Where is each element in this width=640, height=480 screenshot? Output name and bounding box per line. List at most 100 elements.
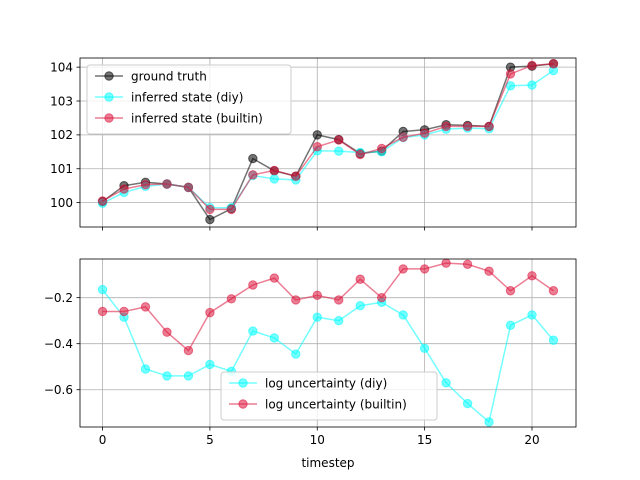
y-tick-label: 102 [50,128,73,142]
data-point [527,60,537,71]
x-tick-label: 10 [310,433,325,447]
series-line [102,63,554,211]
legend-label: ground truth [131,69,207,83]
x-tick-label: 15 [417,433,432,447]
data-point [355,149,365,160]
legend-marker [104,92,114,102]
series-line [102,262,554,352]
data-point [355,274,365,284]
data-point [226,204,237,215]
data-point [462,398,473,409]
data-point [548,59,559,69]
axes-frame [79,57,577,228]
data-point [398,310,408,320]
data-point [119,306,129,317]
data-point [162,371,172,381]
legend-label: log uncertainty (diy) [265,376,387,390]
data-point [334,295,344,305]
data-point [548,335,559,345]
data-point [97,196,108,206]
y-tick-label: −0.2 [44,291,73,305]
data-point [484,121,494,132]
data-point [334,146,344,156]
legend: log uncertainty (diy) log uncertainty (bu… [220,371,438,421]
series-line [101,289,555,424]
data-point [291,349,301,359]
y-tick-label: 100 [50,196,73,210]
data-point [119,184,129,194]
data-point [269,333,280,343]
data-point [291,171,301,181]
data-point [205,359,215,370]
top-panel: 100 101 102 103 104 ground truth inferred stat… [50,57,577,231]
x-tick-label: 0 [99,433,107,447]
data-point [527,271,537,281]
data-point [527,80,537,90]
data-point [248,280,258,290]
y-tick-label: 101 [50,162,73,176]
data-point [484,266,494,276]
data-point [162,179,172,189]
legend-box [220,371,438,421]
x-axis-label: timestep [301,456,354,470]
data-point [505,69,516,79]
data-point [376,292,387,303]
series-log-uncertainty-diy- [97,284,559,427]
x-tick-label: 20 [524,433,539,447]
data-point [548,286,559,296]
data-point [269,165,280,176]
data-point [376,143,387,154]
data-point [269,174,280,184]
data-point [205,214,215,225]
series-log-uncertainty-builtin- [97,258,559,356]
data-point [441,378,451,388]
data-point [312,130,322,140]
data-point [505,320,516,330]
bottom-panel: 0 5 10 15 20 −0.6 −0.4 −0.2 timestep log uncertai… [44,258,577,470]
series-inferred-state-builtin- [97,59,559,215]
data-point [97,306,108,317]
data-point [334,315,344,326]
legend-marker [104,71,114,81]
y-tick-label: −0.6 [44,383,73,397]
legend: ground truth inferred state (diy) inferred… [86,64,292,135]
data-point [162,327,172,337]
data-point [269,273,280,283]
data-point [355,301,365,311]
data-point [462,259,473,269]
legend-marker [238,378,248,388]
data-point [505,286,516,296]
data-point [462,121,473,132]
data-point [312,290,322,301]
data-point [97,284,108,295]
axes-frame [79,258,577,428]
data-point [226,294,237,304]
y-tick-label: −0.4 [44,337,73,351]
data-point [419,264,430,274]
data-point [419,128,430,138]
data-point [291,295,301,305]
data-point [441,121,451,132]
legend-marker [104,113,114,123]
data-point [248,326,258,336]
data-point [140,179,151,190]
data-point [248,153,258,164]
data-point [312,312,322,322]
data-point [183,182,194,193]
data-point [140,302,151,312]
legend-label: inferred state (builtin) [131,111,263,125]
data-point [441,258,451,268]
data-point [140,364,151,374]
data-point [484,417,494,427]
y-tick-label: 104 [50,60,73,74]
data-point [334,135,344,145]
data-point [419,343,430,353]
data-point [183,345,194,356]
data-point [205,204,215,215]
data-point [527,310,537,320]
data-point [183,371,194,381]
legend-marker [238,399,248,409]
data-point [205,307,215,318]
legend-label: inferred state (diy) [131,90,243,104]
